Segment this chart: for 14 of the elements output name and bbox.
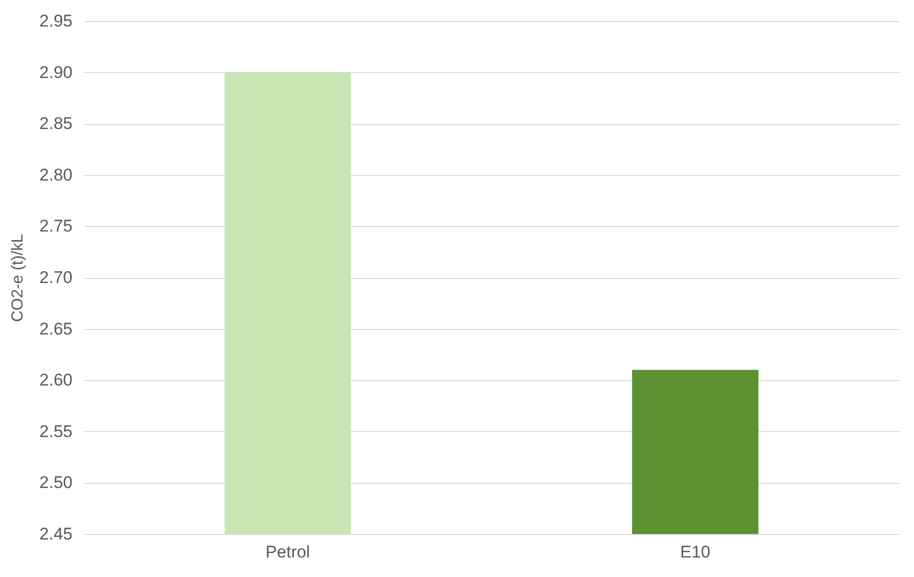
y-axis-title: CO2-e (t)/kL [9, 234, 26, 322]
y-tick-label: 2.75 [39, 216, 72, 236]
y-tick-label: 2.60 [39, 370, 72, 390]
x-tick-label: Petrol [266, 542, 310, 562]
y-tick-label: 2.90 [39, 62, 72, 82]
y-tick-label: 2.65 [39, 319, 72, 338]
y-tick-label: 2.85 [39, 114, 72, 134]
y-tick-label: 2.95 [39, 12, 72, 30]
x-tick-label: E10 [680, 542, 710, 562]
y-tick-label: 2.50 [39, 473, 72, 492]
y-tick-label: 2.70 [39, 268, 72, 287]
y-tick-label: 2.45 [39, 524, 72, 544]
y-tick-label: 2.80 [39, 165, 72, 184]
y-tick-label: 2.55 [39, 422, 72, 441]
